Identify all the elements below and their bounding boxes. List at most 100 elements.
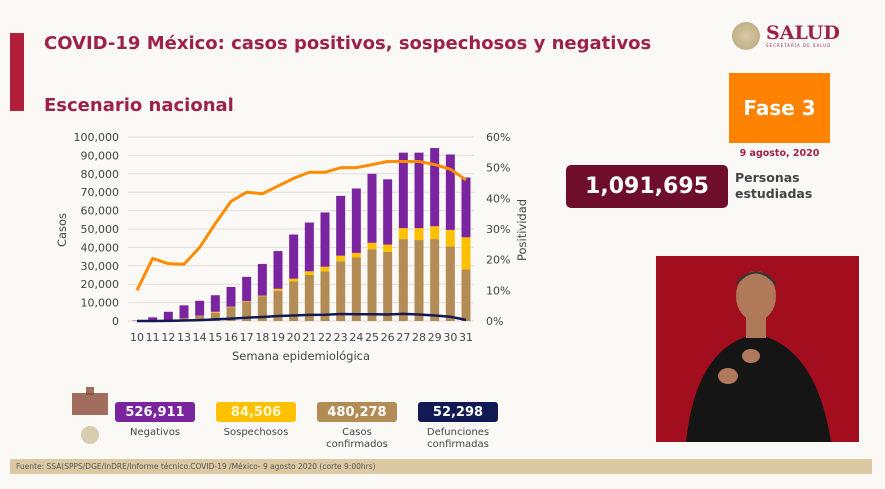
phase-date: 9 agosto, 2020: [739, 148, 820, 159]
x-tick-label: 15: [208, 331, 222, 344]
bar-confirmados: [289, 281, 299, 321]
y-tick-label: 40,000: [81, 241, 120, 254]
brand-name: SALUD: [766, 22, 840, 44]
x-tick-label: 13: [177, 331, 191, 344]
bar-negativos: [351, 188, 361, 253]
y-tick-label: 30,000: [81, 260, 120, 273]
y-tick-label: 90,000: [81, 149, 120, 162]
bar-negativos: [430, 148, 440, 227]
y-tick-label: 20,000: [81, 278, 120, 291]
bar-confirmados: [242, 301, 252, 321]
bar-sospechosos: [304, 271, 314, 275]
accent-bar: [10, 33, 24, 111]
studied-count: 1,091,695: [566, 165, 728, 208]
y-tick-label: 80,000: [81, 168, 120, 181]
x-tick-label: 23: [334, 331, 348, 344]
x-tick-label: 31: [459, 331, 473, 344]
y2-tick-label: 10%: [486, 284, 510, 297]
bar-negativos: [289, 234, 299, 279]
bar-negativos: [445, 154, 455, 230]
bar-negativos: [179, 305, 189, 319]
bar-sospechosos: [273, 288, 283, 291]
bar-confirmados: [226, 307, 236, 321]
page-subtitle: Escenario nacional: [44, 95, 234, 116]
studied-label: Personas estudiadas: [735, 170, 812, 202]
source-footer: Fuente: SSA(SPPS/DGE/InDRE/Informe técni…: [10, 459, 872, 474]
seal-icon: [732, 22, 760, 50]
x-tick-label: 11: [146, 331, 160, 344]
page-title: COVID-19 México: casos positivos, sospec…: [44, 33, 652, 54]
salud-logo: SALUD SECRETARÍA DE SALUD: [732, 22, 840, 50]
bar-sospechosos: [414, 228, 424, 241]
x-tick-label: 17: [240, 331, 254, 344]
bar-negativos: [148, 317, 158, 321]
y-axis-label: Casos: [55, 213, 69, 247]
stat-label: Sospechosos: [223, 427, 289, 438]
bar-negativos: [461, 177, 471, 238]
bar-confirmados: [445, 246, 455, 321]
bar-confirmados: [304, 275, 314, 321]
y2-tick-label: 40%: [486, 192, 510, 205]
y-tick-label: 100,000: [74, 131, 120, 144]
bar-negativos: [304, 222, 314, 272]
bar-negativos: [242, 276, 252, 302]
line-defunciones: [137, 312, 467, 323]
x-tick-label: 24: [349, 331, 363, 344]
stat-value-casos: 480,278: [317, 402, 397, 422]
y2-tick-label: 20%: [486, 254, 510, 267]
stat-label: Defunciones confirmadas: [426, 427, 490, 450]
y-tick-label: 50,000: [81, 223, 120, 236]
bar-confirmados: [210, 312, 220, 321]
bar-sospechosos: [226, 306, 236, 308]
bar-confirmados: [367, 249, 377, 321]
x-tick-label: 14: [193, 331, 207, 344]
y2-tick-label: 50%: [486, 162, 510, 175]
x-tick-label: 12: [161, 331, 175, 344]
bar-negativos: [210, 295, 220, 312]
x-tick-label: 27: [396, 331, 410, 344]
studied-label-line1: Personas: [735, 170, 800, 185]
bar-sospechosos: [257, 295, 267, 297]
bar-negativos: [414, 152, 424, 229]
x-tick-label: 30: [443, 331, 457, 344]
x-tick-label: 26: [381, 331, 395, 344]
y-tick-label: 0: [112, 315, 119, 328]
stat-value-defunciones: 52,298: [418, 402, 498, 422]
bar-sospechosos: [445, 229, 455, 247]
bar-confirmados: [461, 269, 471, 321]
bar-sospechosos: [242, 301, 252, 302]
y2-tick-label: 30%: [486, 223, 510, 236]
bar-negativos: [163, 311, 173, 321]
stat-value-sospechosos: 84,506: [216, 402, 296, 422]
bar-confirmados: [257, 296, 267, 321]
y-tick-label: 70,000: [81, 186, 120, 199]
x-tick-label: 10: [130, 331, 144, 344]
bar-sospechosos: [210, 311, 220, 313]
x-axis-label: Semana epidemiológica: [232, 349, 370, 363]
y2-axis-label: Positividad: [515, 199, 529, 261]
bar-negativos: [226, 286, 236, 307]
bar-sospechosos: [351, 252, 361, 258]
bar-negativos: [336, 195, 346, 256]
phase-badge: Fase 3: [729, 73, 830, 143]
x-tick-label: 20: [287, 331, 301, 344]
bar-negativos: [367, 173, 377, 243]
bar-sospechosos: [383, 244, 393, 252]
bar-sospechosos: [336, 255, 346, 262]
stat-value-negativos: 526,911: [115, 402, 195, 422]
bar-negativos: [383, 179, 393, 245]
bar-sospechosos: [367, 242, 377, 250]
bar-confirmados: [195, 316, 205, 321]
gobierno-mexico-logo: [68, 385, 112, 445]
bar-confirmados: [336, 261, 346, 321]
x-tick-label: 29: [428, 331, 442, 344]
x-tick-label: 16: [224, 331, 238, 344]
bar-confirmados: [414, 240, 424, 321]
bar-confirmados: [320, 271, 330, 321]
bar-sospechosos: [398, 228, 408, 240]
bar-negativos: [398, 152, 408, 229]
bar-sospechosos: [461, 237, 471, 270]
brand-sub: SECRETARÍA DE SALUD: [766, 43, 832, 48]
bar-confirmados: [383, 252, 393, 321]
